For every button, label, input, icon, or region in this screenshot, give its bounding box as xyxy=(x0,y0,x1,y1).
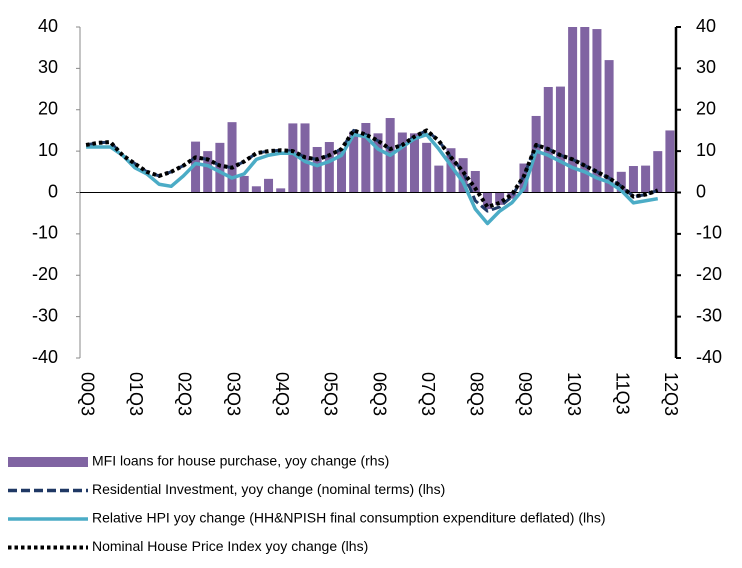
bar xyxy=(373,133,383,193)
bar xyxy=(422,142,432,193)
bar xyxy=(227,122,237,193)
bar xyxy=(397,132,407,193)
y2-tick-label: 20 xyxy=(696,99,716,119)
x-tick-label: 09Q3 xyxy=(515,372,535,416)
y2-tick-label: -30 xyxy=(696,305,722,325)
x-tick-label: 00Q3 xyxy=(77,372,97,416)
y-tick-label: -20 xyxy=(32,264,58,284)
bar xyxy=(568,27,578,193)
y2-tick-label: 0 xyxy=(696,181,706,201)
bar xyxy=(434,165,444,193)
y-tick-label: -40 xyxy=(32,347,58,367)
legend-label: Residential Investment, yoy change (nomi… xyxy=(92,481,445,497)
bar xyxy=(264,178,274,193)
bar xyxy=(312,146,322,193)
bar xyxy=(324,142,334,193)
bar xyxy=(409,133,419,193)
x-tick-label: 01Q3 xyxy=(126,372,146,416)
bar xyxy=(239,175,249,193)
legend-swatch xyxy=(8,457,88,467)
bar xyxy=(276,188,286,193)
bar xyxy=(604,60,614,193)
legend-label: Nominal House Price Index yoy change (lh… xyxy=(92,538,368,554)
x-tick-label: 06Q3 xyxy=(369,372,389,416)
bar xyxy=(251,186,261,193)
x-tick-label: 05Q3 xyxy=(321,372,341,416)
x-tick-label: 08Q3 xyxy=(467,372,487,416)
bar xyxy=(580,27,590,193)
bar xyxy=(616,171,626,193)
line-series xyxy=(85,128,659,213)
y2-tick-label: 40 xyxy=(696,16,716,36)
y-tick-label: 0 xyxy=(48,181,58,201)
y2-tick-label: -40 xyxy=(696,347,722,367)
bar xyxy=(555,86,565,193)
y-tick-label: -30 xyxy=(32,305,58,325)
bar xyxy=(349,131,359,193)
y-tick-label: -10 xyxy=(32,223,58,243)
x-tick-label: 03Q3 xyxy=(223,372,243,416)
y2-tick-label: -10 xyxy=(696,223,722,243)
bar xyxy=(628,166,638,193)
y-tick-label: 10 xyxy=(38,140,58,160)
bar xyxy=(592,29,602,193)
bar xyxy=(665,130,675,193)
bar xyxy=(507,192,517,199)
bar xyxy=(543,86,553,193)
y2-tick-label: 10 xyxy=(696,140,716,160)
bar xyxy=(470,170,480,193)
bar xyxy=(337,149,347,193)
bar xyxy=(482,192,492,210)
legend-label: MFI loans for house purchase, yoy change… xyxy=(92,453,389,469)
x-tick-label: 11Q3 xyxy=(613,372,633,415)
bar xyxy=(203,151,213,193)
bar xyxy=(215,142,225,193)
legend-label: Relative HPI yoy change (HH&NPISH final … xyxy=(92,510,606,526)
bar xyxy=(361,122,371,193)
bar xyxy=(641,165,651,193)
x-tick-label: 02Q3 xyxy=(175,372,195,416)
bar xyxy=(191,141,201,193)
line-series xyxy=(86,132,659,226)
x-tick-label: 12Q3 xyxy=(661,372,681,416)
y2-tick-label: -20 xyxy=(696,264,722,284)
y-tick-label: 40 xyxy=(38,16,58,36)
y2-tick-label: 30 xyxy=(696,57,716,77)
bar xyxy=(446,148,456,193)
y-tick-label: 20 xyxy=(38,99,58,119)
x-tick-label: 04Q3 xyxy=(272,372,292,416)
x-tick-label: 10Q3 xyxy=(564,372,584,416)
bar xyxy=(495,192,505,205)
y-tick-label: 30 xyxy=(38,57,58,77)
bar xyxy=(288,123,298,193)
bar xyxy=(653,151,663,193)
x-tick-label: 07Q3 xyxy=(418,372,438,416)
